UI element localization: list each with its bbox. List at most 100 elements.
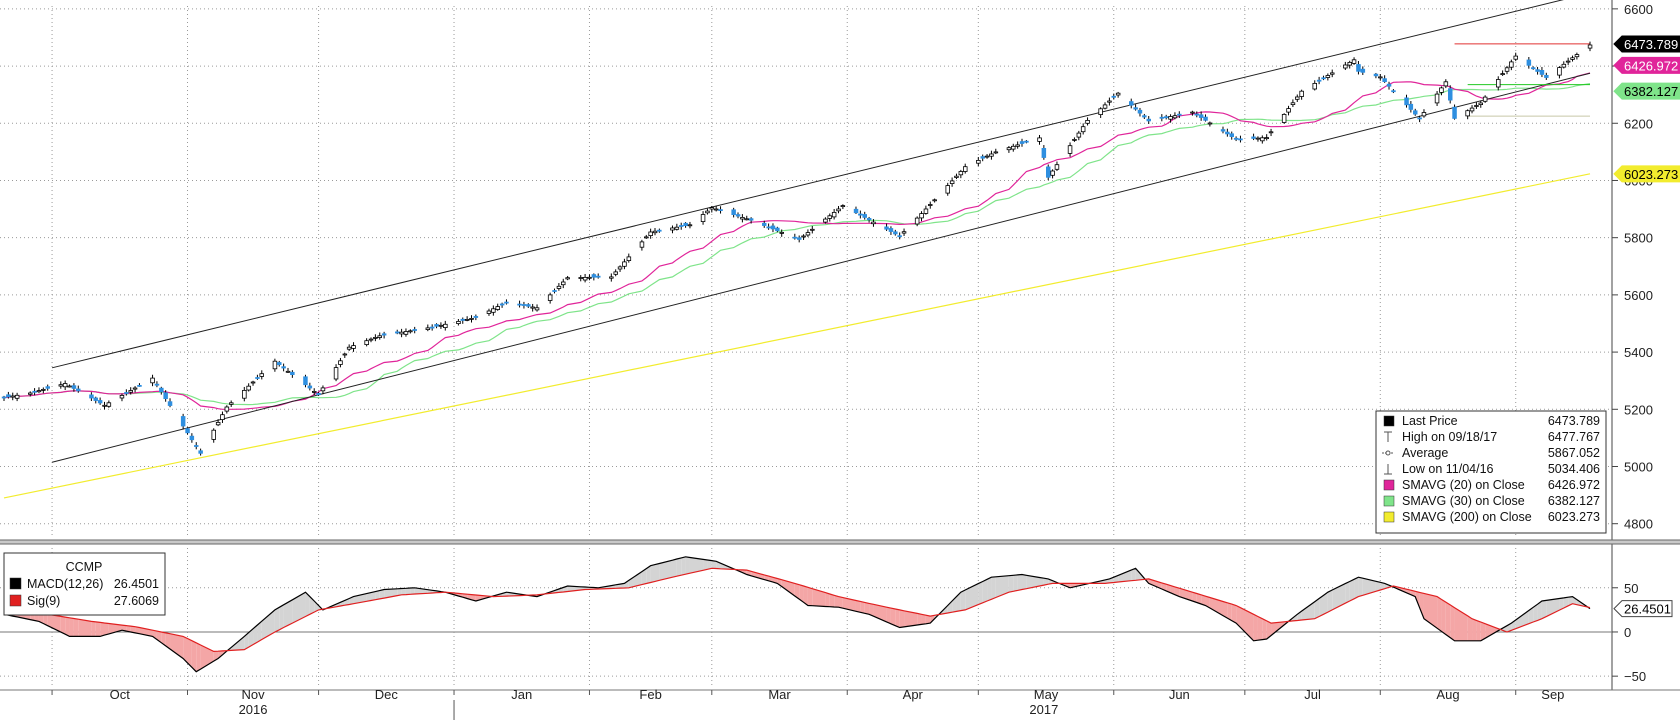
macd-fill-red bbox=[161, 631, 166, 646]
price-axis-tags: 6382.127 6426.972 6473.789 6023.273 bbox=[1613, 35, 1680, 183]
macd-fill-red bbox=[869, 603, 874, 617]
candle-up bbox=[1496, 79, 1501, 88]
macd-fill-red bbox=[170, 633, 184, 659]
macd-fill-red bbox=[864, 602, 870, 615]
candle-down bbox=[718, 209, 723, 212]
macd-value-tag-text: 26.4501 bbox=[1624, 602, 1671, 617]
candle-up bbox=[1268, 131, 1274, 134]
macd-legend-value: 27.6069 bbox=[114, 594, 159, 608]
macd-fill-gray bbox=[1568, 596, 1573, 606]
month-label: Oct bbox=[110, 687, 131, 702]
candle-up bbox=[10, 395, 15, 398]
candle-up bbox=[801, 235, 806, 238]
candle-up bbox=[469, 317, 474, 320]
macd-fill-gray bbox=[685, 556, 690, 575]
candle-up bbox=[259, 373, 264, 377]
candle-up bbox=[425, 327, 431, 330]
square-green-icon bbox=[1383, 495, 1395, 507]
macd-fill-red bbox=[1441, 599, 1446, 635]
macd-fill-red bbox=[100, 622, 105, 637]
month-label: May bbox=[1034, 687, 1059, 702]
macd-fill-red bbox=[895, 608, 900, 628]
candle-up bbox=[250, 381, 256, 384]
macd-fill-gray bbox=[1528, 607, 1534, 624]
candle-up bbox=[1207, 122, 1213, 125]
macd-fill-gray bbox=[676, 557, 682, 577]
candle-up bbox=[351, 345, 356, 349]
candle-up bbox=[1037, 137, 1042, 142]
macd-fill-gray bbox=[1301, 601, 1315, 621]
candle-up bbox=[871, 221, 876, 225]
candle-down bbox=[1129, 101, 1134, 106]
macd-fill-red bbox=[73, 618, 79, 637]
macd-fill-gray bbox=[628, 571, 642, 588]
month-label: Mar bbox=[768, 687, 791, 702]
candle-down bbox=[1238, 138, 1243, 141]
legend-value: 5867.052 bbox=[1548, 446, 1600, 460]
candle-up bbox=[1434, 93, 1440, 104]
macd-fill-red bbox=[121, 625, 127, 632]
month-label: Jan bbox=[511, 687, 532, 702]
candle-down bbox=[1146, 118, 1152, 122]
candle-up bbox=[823, 218, 828, 223]
sma30-tag-text: 6382.127 bbox=[1624, 84, 1678, 99]
macd-lines bbox=[3, 556, 1591, 673]
macd-fill-red bbox=[1222, 601, 1228, 619]
candle-up bbox=[1465, 110, 1470, 117]
legend-value: 6473.789 bbox=[1548, 414, 1600, 428]
candle-up bbox=[346, 346, 352, 350]
candle-up bbox=[1260, 137, 1265, 142]
candle-down bbox=[6, 394, 11, 398]
candle-up bbox=[993, 151, 999, 154]
candle-up bbox=[1500, 73, 1505, 75]
candle-up bbox=[547, 294, 553, 301]
candle-up bbox=[1513, 55, 1519, 60]
candle-down bbox=[679, 225, 684, 227]
sma20-tag-text: 6426.972 bbox=[1624, 58, 1678, 73]
candle-up bbox=[132, 387, 138, 390]
candle-down bbox=[521, 304, 527, 306]
candle-down bbox=[735, 214, 741, 217]
candle-up bbox=[914, 217, 920, 225]
macd-fill-gray bbox=[1026, 575, 1040, 589]
macd-color-icon bbox=[9, 577, 22, 590]
macd-fill-red bbox=[860, 601, 865, 614]
macd-fill-red bbox=[1192, 592, 1197, 603]
macd-fill-gray bbox=[371, 591, 376, 601]
candle-up bbox=[1107, 100, 1112, 103]
sma20-line bbox=[3, 72, 1591, 410]
signal-color-icon bbox=[9, 594, 22, 607]
macd-fill-red bbox=[78, 619, 92, 637]
candle-up bbox=[320, 387, 326, 392]
macd-fill-gray bbox=[283, 602, 288, 628]
candle-up bbox=[1168, 116, 1173, 120]
candle-down bbox=[1373, 73, 1379, 77]
candle-down bbox=[76, 388, 81, 392]
candle-up bbox=[364, 340, 369, 346]
candle-up bbox=[1325, 75, 1331, 78]
candle-down bbox=[97, 400, 103, 404]
legend-value: 6023.273 bbox=[1548, 510, 1600, 524]
high-marker-icon bbox=[1384, 431, 1392, 442]
macd-fill-gray bbox=[1515, 610, 1529, 629]
candle-up bbox=[928, 204, 933, 206]
macd-fill-red bbox=[1271, 621, 1285, 636]
candle-up bbox=[840, 205, 846, 208]
candle-down bbox=[657, 229, 662, 232]
macd-fill-gray bbox=[960, 590, 966, 611]
candle-down bbox=[1404, 97, 1409, 106]
macd-fill-gray bbox=[340, 600, 345, 607]
macd-fill-gray bbox=[987, 577, 992, 602]
macd-fill-red bbox=[1174, 586, 1180, 597]
candle-down bbox=[866, 217, 872, 221]
candle-up bbox=[408, 330, 413, 333]
candle-up bbox=[1299, 90, 1304, 97]
candle-down bbox=[683, 222, 688, 227]
candle-down bbox=[888, 228, 894, 232]
candle-down bbox=[45, 386, 51, 389]
macd-fill-red bbox=[781, 579, 795, 596]
candle-down bbox=[1448, 88, 1453, 101]
macd-legend: CCMP MACD(12,26) 26.4501 Sig(9) 27.6069 bbox=[3, 552, 166, 616]
macd-fill-gray bbox=[305, 592, 310, 617]
candle-up bbox=[810, 228, 815, 231]
